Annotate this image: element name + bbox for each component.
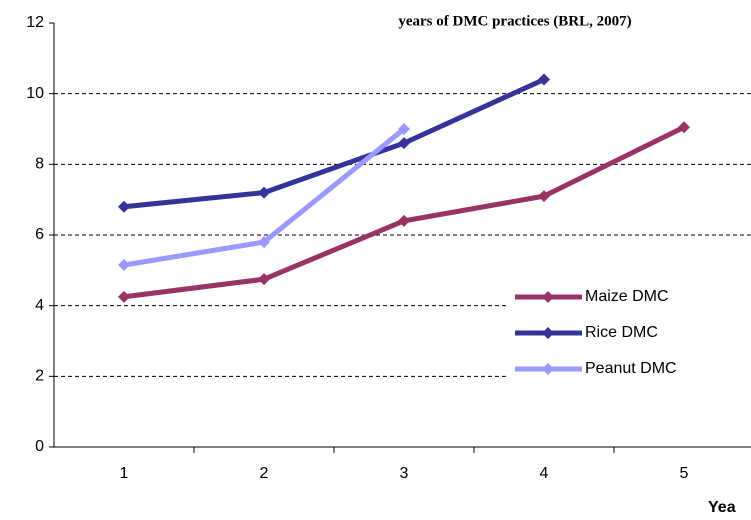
point	[258, 236, 270, 249]
point	[118, 259, 130, 272]
x-axis-label: Yea	[708, 499, 736, 516]
y-tick-label: 6	[35, 226, 44, 243]
point	[398, 214, 410, 227]
legend-label: Rice DMC	[585, 324, 658, 341]
x-tick-label: 2	[260, 465, 269, 482]
point	[678, 121, 690, 134]
point	[258, 273, 270, 286]
x-tick-label: 3	[400, 465, 409, 482]
x-tick-label: 5	[680, 465, 689, 482]
legend-marker	[542, 327, 554, 339]
point	[258, 186, 270, 199]
point	[118, 290, 130, 303]
x-tick-label: 4	[540, 465, 549, 482]
legend: Maize DMC Rice DMC Peanut DMC	[508, 280, 751, 388]
point	[398, 137, 410, 150]
y-tick-label: 10	[26, 85, 44, 102]
point	[398, 123, 410, 135]
y-tick-label: 0	[35, 438, 44, 455]
y-tick-label: 4	[35, 297, 44, 314]
series-line	[123, 124, 686, 300]
chart-title: years of DMC practices (BRL, 2007)	[398, 13, 631, 29]
series-line	[123, 77, 546, 210]
legend-label: Peanut DMC	[585, 360, 677, 377]
legend-label: Maize DMC	[585, 288, 669, 305]
y-tick-label: 2	[35, 368, 44, 385]
point	[538, 73, 550, 86]
legend-marker	[542, 291, 554, 303]
legend-marker	[542, 363, 554, 375]
point	[118, 200, 130, 213]
y-tick-label: 8	[35, 156, 44, 173]
y-tick-label: 12	[26, 14, 44, 31]
point	[538, 190, 550, 203]
x-tick-label: 1	[120, 465, 129, 482]
